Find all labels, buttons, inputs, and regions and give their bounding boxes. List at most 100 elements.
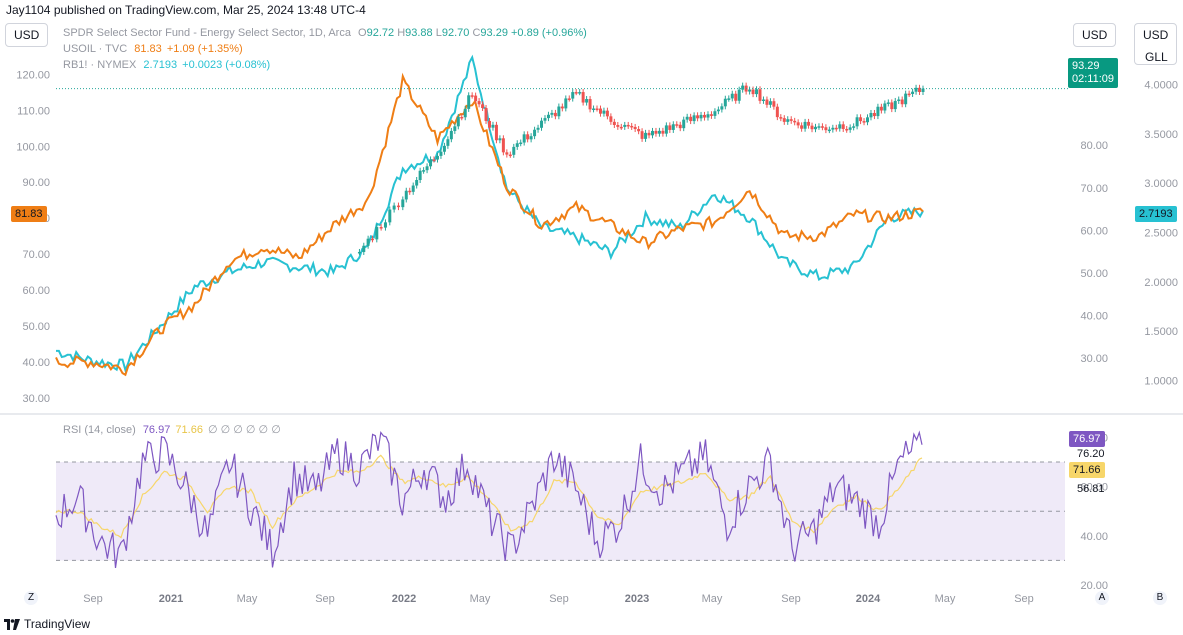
xle-candle-body <box>682 119 686 129</box>
xle-candle-body <box>418 170 422 181</box>
right-axis-1-tick: 70.00 <box>1080 183 1108 195</box>
xle-candle-body <box>852 126 856 128</box>
x-axis-tick: 2022 <box>392 593 416 605</box>
o-value: 92.72 <box>366 27 395 39</box>
main-legend[interactable]: SPDR Select Sector Fund - Energy Select … <box>63 27 587 39</box>
o-label: O <box>358 27 367 39</box>
xle-candle-body <box>866 117 870 123</box>
xle-candle-body <box>734 93 738 101</box>
xle-countdown: 02:11:09 <box>1072 73 1115 85</box>
xle-candle-body <box>612 121 616 125</box>
xle-candle-body <box>699 114 703 119</box>
xle-candle-body <box>357 251 361 254</box>
xle-candle-body <box>463 108 467 118</box>
xle-candle-body <box>512 146 516 155</box>
rb-legend[interactable]: RB1! · NYMEX 2.7193 +0.0023 (+0.08%) <box>63 59 270 71</box>
xle-candle-body <box>859 117 863 122</box>
xle-candle-body <box>375 227 379 240</box>
x-axis-tick: 2024 <box>856 593 881 605</box>
xle-candle-body <box>494 124 498 141</box>
l-value: 92.70 <box>441 27 470 39</box>
xle-candle-body <box>841 124 845 129</box>
xle-candle-body <box>392 205 396 210</box>
usoil-name: USOIL · TVC <box>63 43 128 55</box>
xle-candle-body <box>855 117 859 127</box>
c-value: 93.29 <box>480 27 508 39</box>
xle-candle-body <box>755 89 759 95</box>
usoil-series-line <box>55 72 924 377</box>
right-axis-1-tick: 30.00 <box>1080 353 1108 365</box>
xle-candle-body <box>775 106 779 118</box>
rsi-line <box>55 430 923 568</box>
x-axis-tick: Sep <box>781 593 801 605</box>
xle-candle-body <box>401 199 405 208</box>
xle-candle-body <box>626 124 630 127</box>
xle-candle-body <box>772 101 776 107</box>
xle-candle-body <box>460 116 464 119</box>
rsi-name: RSI (14, close) <box>63 424 136 436</box>
xle-candle-body <box>827 129 831 132</box>
xle-candle-body <box>592 108 596 111</box>
right-axis-1-tick: 60.00 <box>1080 225 1108 237</box>
rsi-axis-tick: 20.00 <box>1080 580 1108 592</box>
xle-candle-body <box>678 124 682 129</box>
x-axis-tick: May <box>702 593 723 605</box>
left-axis-tick: 90.00 <box>22 177 50 189</box>
xle-candle-body <box>585 99 589 103</box>
auto-scale-button[interactable]: A <box>1095 591 1109 605</box>
xle-candle-body <box>911 91 915 94</box>
xle-candle-body <box>664 125 668 134</box>
xle-candle-body <box>560 106 564 109</box>
xle-candle-body <box>879 106 883 111</box>
xle-candle-body <box>609 116 613 122</box>
rsi-legend-ma: 71.66 <box>175 424 203 436</box>
usoil-legend[interactable]: USOIL · TVC 81.83 +1.09 (+1.35%) <box>63 43 243 55</box>
xle-candle-body <box>914 87 918 92</box>
x-axis-tick: Sep <box>315 593 335 605</box>
usoil-badge: 81.83 <box>11 206 47 222</box>
right-axis-2-tick: 2.0000 <box>1144 277 1178 289</box>
xle-price-badge: 93.29 02:11:09 <box>1068 58 1119 88</box>
xle-candle-body <box>366 238 370 246</box>
xle-candle-body <box>429 159 433 167</box>
bottom-b-button[interactable]: B <box>1153 591 1167 605</box>
rsi-legend[interactable]: RSI (14, close) 76.97 71.66 ∅ ∅ ∅ ∅ ∅ ∅ <box>63 423 281 436</box>
xle-candle-body <box>515 143 519 147</box>
xle-candle-body <box>657 130 661 134</box>
xle-candle-body <box>685 116 689 120</box>
xle-candle-body <box>897 99 901 102</box>
h-label: H <box>397 27 406 39</box>
xle-candle-body <box>848 127 852 130</box>
xle-candle-body <box>883 103 887 111</box>
left-axis-tick: 60.00 <box>22 285 50 297</box>
rb-name: RB1! · NYMEX <box>63 59 137 71</box>
brand: TradingView <box>4 617 90 631</box>
xle-candle-body <box>918 87 922 93</box>
right-unit-button-2[interactable]: USD <box>1134 23 1178 65</box>
tradingview-logo-icon <box>4 618 20 630</box>
xle-candle-body <box>408 190 412 193</box>
xle-candle-body <box>404 190 408 200</box>
xle-candle-body <box>786 119 790 122</box>
xle-candle-body <box>741 85 745 90</box>
right-unit-button-1[interactable]: USD <box>1073 23 1117 47</box>
xle-candle-body <box>862 121 866 123</box>
xle-candle-body <box>362 245 366 252</box>
xle-candle-body <box>845 128 849 131</box>
xle-candle-body <box>396 205 400 208</box>
xle-candle-body <box>696 115 700 119</box>
xle-candle-body <box>588 99 592 110</box>
xle-candle-body <box>501 138 505 153</box>
xle-candle-body <box>439 151 443 156</box>
x-axis-tick: Sep <box>83 593 103 605</box>
xle-candle-body <box>519 142 523 145</box>
xle-candle-body <box>838 124 842 129</box>
right-axis-2-tick: 3.0000 <box>1144 178 1178 190</box>
left-unit-button[interactable]: USD <box>5 23 49 47</box>
left-axis-tick: 70.00 <box>22 249 50 261</box>
xle-candle-body <box>564 98 568 109</box>
zoom-button[interactable]: Z <box>24 591 38 605</box>
xle-candle-body <box>800 125 804 129</box>
xle-candle-body <box>602 110 606 114</box>
